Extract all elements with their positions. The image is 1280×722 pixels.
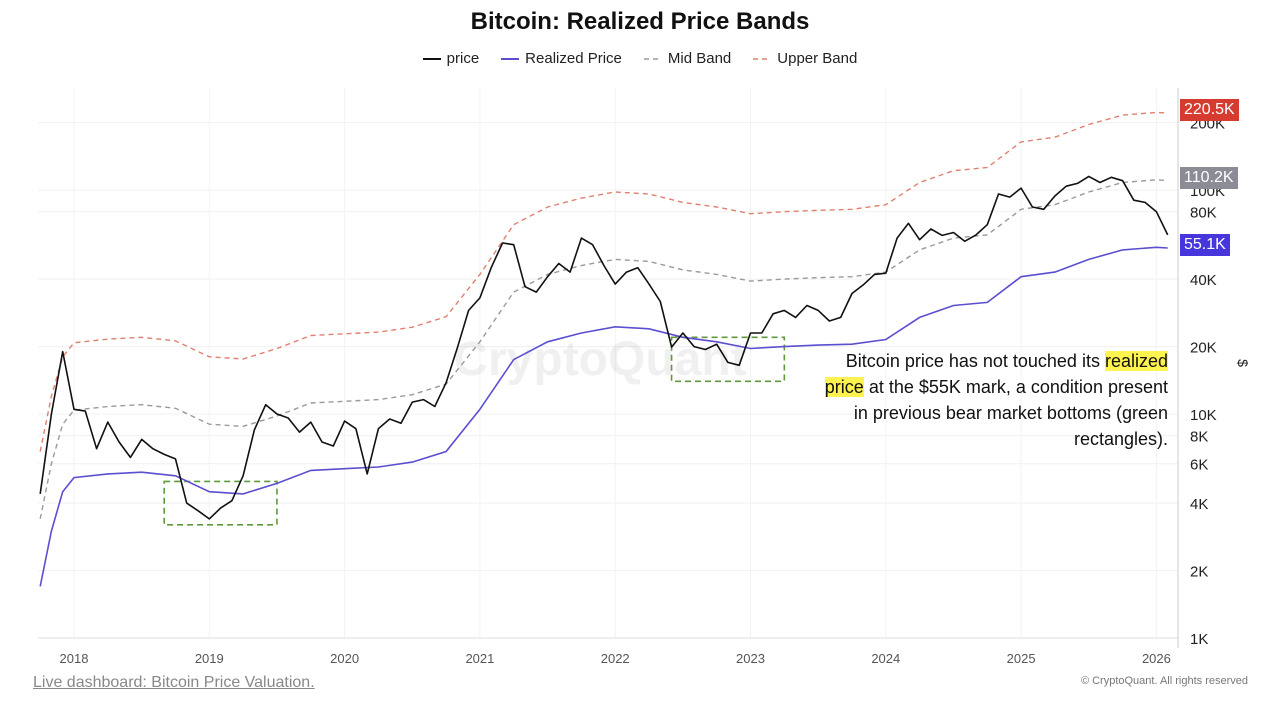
chart-title: Bitcoin: Realized Price Bands bbox=[470, 8, 810, 35]
y-tick-label: 1K bbox=[1190, 631, 1208, 648]
y-tick-label: 20K bbox=[1190, 340, 1217, 357]
copyright: © CryptoQuant. All rights reserved bbox=[1080, 675, 1248, 687]
annotation-part: at the $55K mark, a condition present in… bbox=[853, 377, 1168, 449]
mid-band-line bbox=[39, 179, 1168, 520]
annotation-part: Bitcoin price has not touched its bbox=[845, 351, 1105, 371]
x-tick-label: 2026 bbox=[1142, 651, 1171, 666]
legend: price Realized Price Mid Band Upper Band bbox=[0, 50, 1280, 67]
y-tick-label: 6K bbox=[1190, 457, 1208, 474]
legend-item-price[interactable]: price bbox=[422, 50, 480, 67]
x-tick-label: 2019 bbox=[195, 651, 224, 666]
x-tick-label: 2022 bbox=[601, 651, 630, 666]
legend-label: Upper Band bbox=[777, 50, 858, 67]
live-dashboard-link[interactable]: Live dashboard: Bitcoin Price Valuation. bbox=[33, 674, 315, 691]
watermark: CryptoQuant bbox=[453, 333, 746, 386]
y-axis-label: $ bbox=[1235, 359, 1251, 367]
legend-item-mid-band[interactable]: Mid Band bbox=[643, 50, 732, 67]
y-tick-label: 8K bbox=[1190, 429, 1208, 446]
y-tick-label: 40K bbox=[1190, 272, 1217, 289]
annotation-text: Bitcoin price has not touched its realiz… bbox=[808, 348, 1168, 452]
highlight-box bbox=[163, 480, 278, 526]
x-tick-label: 2023 bbox=[736, 651, 765, 666]
y-tick-label: 80K bbox=[1190, 205, 1217, 222]
price-line bbox=[39, 175, 1169, 520]
mid-band-value-marker: 110.2K bbox=[1180, 167, 1238, 189]
highlight-box bbox=[670, 336, 786, 383]
x-tick-label: 2018 bbox=[60, 651, 89, 666]
legend-label: price bbox=[446, 50, 480, 67]
y-tick-label: 10K bbox=[1190, 407, 1217, 424]
x-tick-label: 2025 bbox=[1007, 651, 1036, 666]
x-tick-label: 2024 bbox=[871, 651, 900, 666]
realized-price-value-marker: 55.1K bbox=[1180, 234, 1230, 256]
legend-label: Realized Price bbox=[525, 50, 622, 67]
y-tick-label: 4K bbox=[1190, 496, 1208, 513]
upper-band-line bbox=[39, 111, 1168, 452]
realized-price-line bbox=[39, 246, 1168, 587]
x-tick-label: 2021 bbox=[465, 651, 494, 666]
legend-item-realized-price[interactable]: Realized Price bbox=[501, 50, 622, 67]
upper-band-value-marker: 220.5K bbox=[1180, 99, 1239, 121]
x-tick-label: 2020 bbox=[330, 651, 359, 666]
legend-label: Mid Band bbox=[667, 50, 732, 67]
y-tick-label: 2K bbox=[1190, 564, 1208, 581]
legend-item-upper-band[interactable]: Upper Band bbox=[753, 50, 857, 67]
